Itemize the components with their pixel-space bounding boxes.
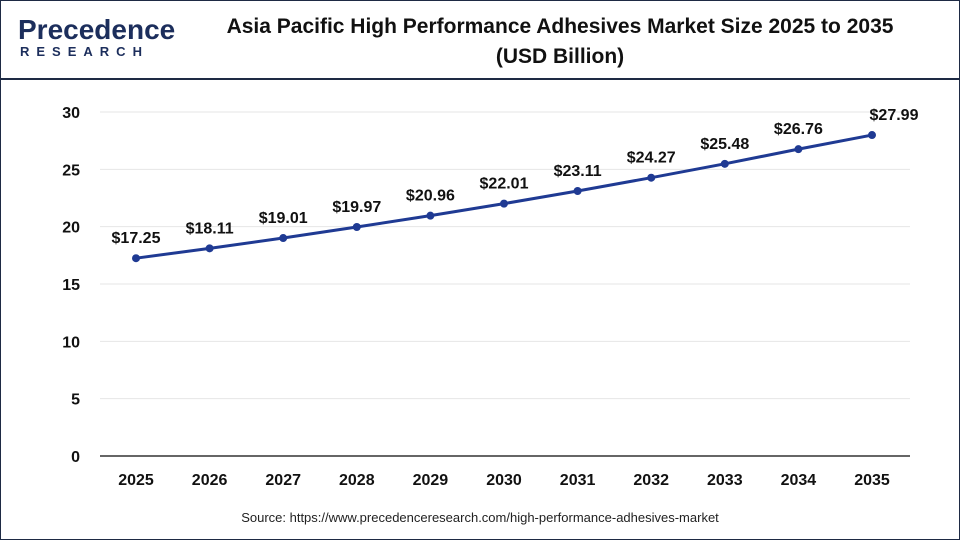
y-tick-label: 30 — [62, 105, 80, 122]
header: Precedence RESEARCH Asia Pacific High Pe… — [0, 0, 960, 80]
chart-title-line1: Asia Pacific High Performance Adhesives … — [226, 15, 894, 38]
data-label: $23.11 — [554, 163, 602, 180]
logo-sub-text: RESEARCH — [20, 44, 149, 59]
x-tick-label: 2029 — [413, 472, 449, 489]
data-label: $27.99 — [870, 107, 919, 124]
data-point — [573, 187, 582, 196]
data-point — [352, 223, 361, 232]
series-line — [134, 133, 874, 260]
x-tick-label: 2034 — [781, 472, 817, 489]
data-label: $17.25 — [112, 230, 161, 247]
source-note: Source: https://www.precedenceresearch.c… — [241, 510, 719, 525]
data-label: $25.48 — [700, 136, 749, 153]
data-point — [647, 173, 656, 182]
x-tick-label: 2026 — [192, 472, 228, 489]
data-point — [426, 211, 435, 220]
data-point — [500, 199, 508, 208]
x-tick-label: 2027 — [265, 472, 301, 489]
data-label: $19.97 — [332, 199, 381, 216]
data-label: $26.76 — [774, 121, 823, 138]
data-point — [720, 159, 729, 168]
y-tick-label: 20 — [62, 220, 80, 237]
x-tick-label: 2033 — [707, 472, 743, 489]
chart-title-line2: (USD Billion) — [495, 45, 625, 68]
y-tick-label: 0 — [71, 449, 80, 466]
brand-logo: Precedence RESEARCH — [18, 14, 175, 70]
y-tick-label: 10 — [62, 334, 80, 351]
y-tick-label: 15 — [62, 277, 80, 294]
data-label: $19.01 — [259, 210, 308, 227]
x-tick-label: 2032 — [633, 472, 669, 489]
data-point — [868, 131, 876, 140]
x-tick-label: 2031 — [560, 472, 596, 489]
data-label: $24.27 — [627, 150, 676, 167]
chart-title: Asia Pacific High Performance Adhesives … — [190, 12, 930, 72]
data-point — [794, 145, 803, 154]
data-point — [279, 234, 288, 243]
data-point — [132, 254, 140, 263]
x-tick-label: 2028 — [339, 472, 375, 489]
y-tick-label: 25 — [62, 162, 80, 179]
x-tick-label: 2035 — [854, 472, 890, 489]
data-label: $22.01 — [480, 176, 529, 193]
data-label: $20.96 — [406, 188, 455, 205]
logo-main-text: Precedence — [18, 14, 176, 45]
x-tick-label: 2025 — [118, 472, 154, 489]
y-tick-label: 5 — [71, 392, 80, 409]
x-tick-label: 2030 — [486, 472, 522, 489]
data-point — [205, 244, 214, 253]
data-label: $18.11 — [186, 220, 234, 237]
